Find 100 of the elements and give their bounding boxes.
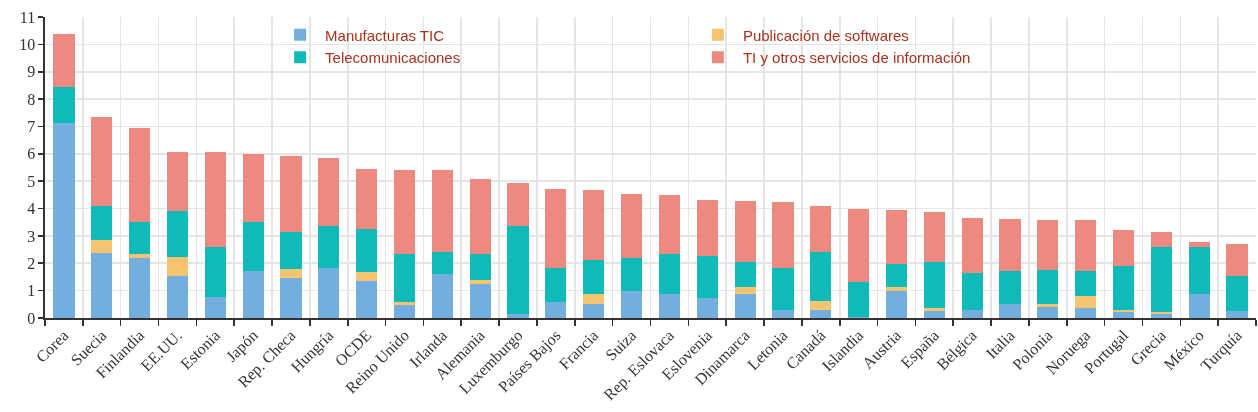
y-tick-label: 10 — [19, 35, 36, 53]
bar — [734, 261, 756, 287]
bar — [1188, 294, 1210, 318]
bar — [1075, 220, 1097, 271]
bar — [1037, 304, 1059, 307]
legend-label: Telecomunicaciones — [325, 49, 461, 67]
bar — [91, 116, 113, 207]
bar — [734, 200, 756, 262]
bar — [469, 253, 491, 280]
bar — [431, 252, 453, 274]
bar — [772, 268, 794, 311]
bar — [166, 211, 189, 257]
bar — [507, 226, 529, 315]
bar — [318, 267, 340, 318]
bar — [1112, 266, 1135, 310]
bar — [658, 293, 681, 318]
y-tick-label: 5 — [27, 172, 36, 190]
bar — [356, 229, 378, 273]
y-tick-label: 1 — [27, 282, 36, 300]
bar — [1150, 232, 1172, 247]
bar — [923, 310, 945, 318]
bar — [923, 308, 945, 311]
bar — [772, 202, 794, 269]
bar — [204, 296, 226, 318]
bar — [356, 169, 378, 230]
bar — [280, 277, 302, 318]
bar — [545, 267, 567, 302]
bar — [129, 253, 151, 259]
bar — [1188, 241, 1210, 247]
legend-label: TI y otros servicios de información — [742, 49, 971, 67]
legend-label: Publicación de softwares — [742, 26, 909, 44]
bar — [1037, 306, 1059, 318]
bar — [1150, 246, 1172, 312]
bar — [885, 264, 908, 288]
bar — [810, 206, 832, 253]
bar — [772, 310, 794, 318]
bar — [129, 127, 151, 223]
bar — [1112, 312, 1135, 318]
y-tick-label: 11 — [19, 8, 36, 26]
bar — [810, 310, 832, 318]
y-tick-label: 3 — [27, 227, 36, 245]
bar — [583, 293, 605, 304]
bar — [318, 157, 340, 226]
legend-label: Manufacturas TIC — [325, 26, 445, 44]
y-tick-label: 6 — [27, 145, 36, 163]
bar — [204, 152, 226, 247]
bar — [393, 302, 416, 306]
bar — [545, 189, 567, 268]
bar — [507, 183, 529, 227]
y-tick-label: 0 — [27, 309, 36, 327]
bar — [620, 290, 643, 318]
bar — [885, 209, 908, 265]
bar — [885, 290, 908, 318]
bar — [91, 252, 113, 318]
bar — [53, 33, 75, 88]
bar — [1037, 220, 1059, 270]
bar — [810, 300, 832, 311]
bar — [393, 170, 416, 254]
bar — [469, 179, 491, 254]
bar — [91, 239, 113, 253]
bar — [129, 258, 151, 318]
bar — [53, 87, 75, 123]
bar — [734, 286, 756, 295]
bar — [658, 194, 681, 254]
bar — [961, 217, 983, 274]
bar — [393, 305, 416, 318]
y-tick-label: 8 — [27, 90, 36, 108]
bar — [1226, 243, 1248, 276]
bar — [318, 225, 340, 268]
bar — [1188, 246, 1210, 295]
bar — [696, 298, 718, 318]
bar — [999, 219, 1021, 272]
bar — [356, 272, 378, 282]
bar — [242, 271, 264, 318]
bar — [961, 310, 983, 318]
bar — [431, 273, 453, 318]
bar — [848, 282, 870, 318]
y-tick-label: 7 — [27, 118, 36, 136]
bar — [431, 170, 453, 253]
bar — [393, 253, 416, 303]
bar — [129, 222, 151, 254]
bar — [242, 221, 264, 272]
bar — [999, 271, 1021, 304]
bar — [166, 275, 189, 318]
bar — [583, 259, 605, 294]
bar — [545, 301, 567, 318]
bar — [1037, 269, 1059, 305]
bar — [91, 206, 113, 240]
bar — [620, 193, 643, 258]
bar — [1112, 230, 1135, 267]
bar — [961, 273, 983, 311]
bar — [810, 252, 832, 301]
bar — [999, 303, 1021, 318]
y-tick-label: 2 — [27, 254, 36, 272]
bar — [923, 211, 945, 262]
bar — [923, 261, 945, 309]
bar — [1226, 275, 1248, 311]
bar — [658, 253, 681, 294]
bar — [469, 283, 491, 318]
bar — [696, 199, 718, 256]
